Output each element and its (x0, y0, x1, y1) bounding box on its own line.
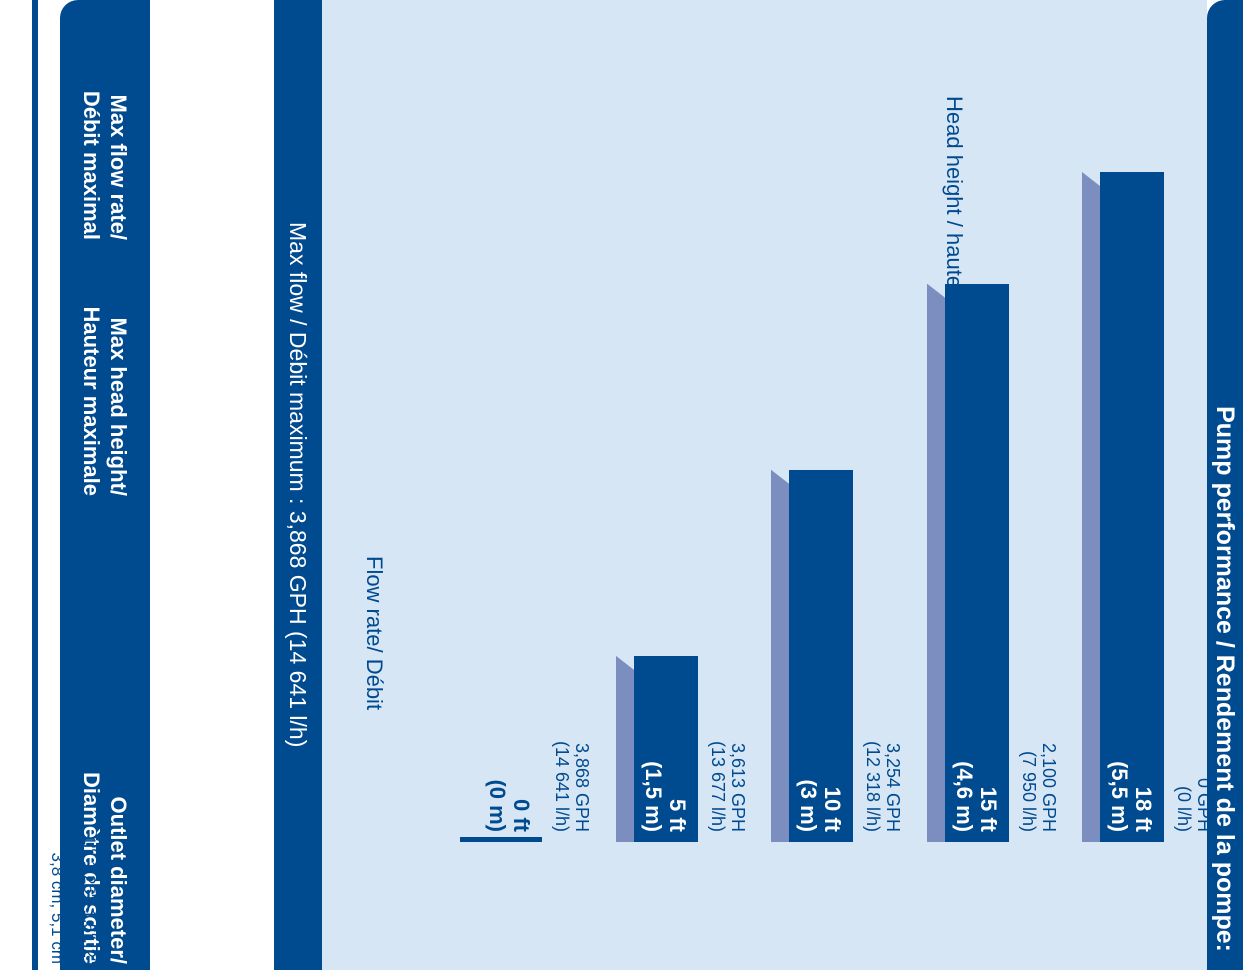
spec-value-outlet: 1", 1.25", 1.5", 2" 2,5 cm, 3,17 cm, 3,8… (48, 560, 99, 964)
spec-value-line: 3,868 GPH (14 641 l/h) (64, 65, 83, 240)
chart-area (322, 0, 1207, 970)
bar-shadow (616, 656, 634, 842)
bar-head-label: 5 ft (1,5 m) (641, 656, 690, 832)
bar-flow-label-line: 3,254 GPH (883, 742, 903, 832)
bar-head-label-line: 15 ft (976, 786, 1001, 832)
bar-flow-label: 0 GPH (0 l/h) (1174, 652, 1214, 832)
bar-flow-label: 2,100 GPH (7 950 l/h) (1019, 652, 1059, 832)
bar-head-label-line: 10 ft (820, 786, 845, 832)
bar-flow-label-line: (14 641 l/h) (552, 740, 572, 832)
bar-head-label-line: 0 ft (509, 799, 534, 832)
spec-divider-line (32, 0, 38, 970)
spec-value-line: 3,8 cm, 5,1 cm (48, 852, 67, 964)
flow-rate-axis-title: Flow rate/ Débit (362, 556, 387, 711)
bar-flow-label: 3,613 GPH (13 677 l/h) (708, 652, 748, 832)
spec-value-line: 1", 1.25", 1.5", 2" (80, 835, 99, 964)
bar-flow-label-line: (12 318 l/h) (863, 740, 883, 832)
bar-head-label-line: (1,5 m) (641, 761, 666, 832)
bar-head-label-line: (0 m) (485, 779, 510, 832)
bar-head-label: 0 ft (0 m) (485, 712, 534, 832)
spec-value-line: 18 ft (5,5 m) (64, 404, 83, 496)
spec-value-max-head: 18 ft (5,5 m) (53, 260, 93, 496)
spec-header-line: Max flow rate/ (106, 94, 131, 240)
bar-head-label-line: 5 ft (665, 798, 690, 832)
head-bar (460, 837, 542, 842)
bar-head-label: 10 ft (3 m) (796, 470, 845, 832)
bar-shadow (771, 470, 789, 842)
bar-head-label-line: (5,5 m) (1107, 761, 1132, 832)
bar-flow-label-line: 0 GPH (1194, 777, 1214, 832)
bar-shadow (927, 284, 945, 842)
bar-head-label: 18 ft (5,5 m) (1107, 172, 1156, 832)
bar-flow-label-line: (0 l/h) (1174, 785, 1194, 832)
bar-flow-label-line: 3,613 GPH (728, 742, 748, 832)
spec-header-line: Max head height/ (106, 317, 131, 496)
bar-flow-label-line: (7 950 l/h) (1019, 750, 1039, 832)
bar-head-label-line: (4,6 m) (952, 761, 977, 832)
bar-flow-label: 3,254 GPH (12 318 l/h) (863, 652, 903, 832)
bar-head-label-line: (3 m) (796, 779, 821, 832)
spec-value-line: 2,5 cm, 3,17 cm, (64, 838, 83, 964)
spec-value-max-flow: 3,868 GPH (14 641 l/h) (53, 4, 93, 240)
bar-head-label: 15 ft (4,6 m) (952, 284, 1001, 832)
bar-shadow (1082, 172, 1100, 842)
bar-flow-label-line: 2,100 GPH (1039, 742, 1059, 832)
spec-header-line: Outlet diameter/ (106, 796, 131, 964)
max-flow-text: Max flow / Débit maximum : 3,868 GPH (14… (285, 222, 311, 748)
pump-performance-panel: Pump performance / Rendement de la pompe… (253, 0, 1253, 970)
bar-flow-label-line: 3,868 GPH (572, 742, 592, 832)
bar-flow-label-line: (13 677 l/h) (708, 740, 728, 832)
bar-flow-label: 3,868 GPH (14 641 l/h) (552, 652, 592, 832)
bar-head-label-line: 18 ft (1131, 786, 1156, 832)
